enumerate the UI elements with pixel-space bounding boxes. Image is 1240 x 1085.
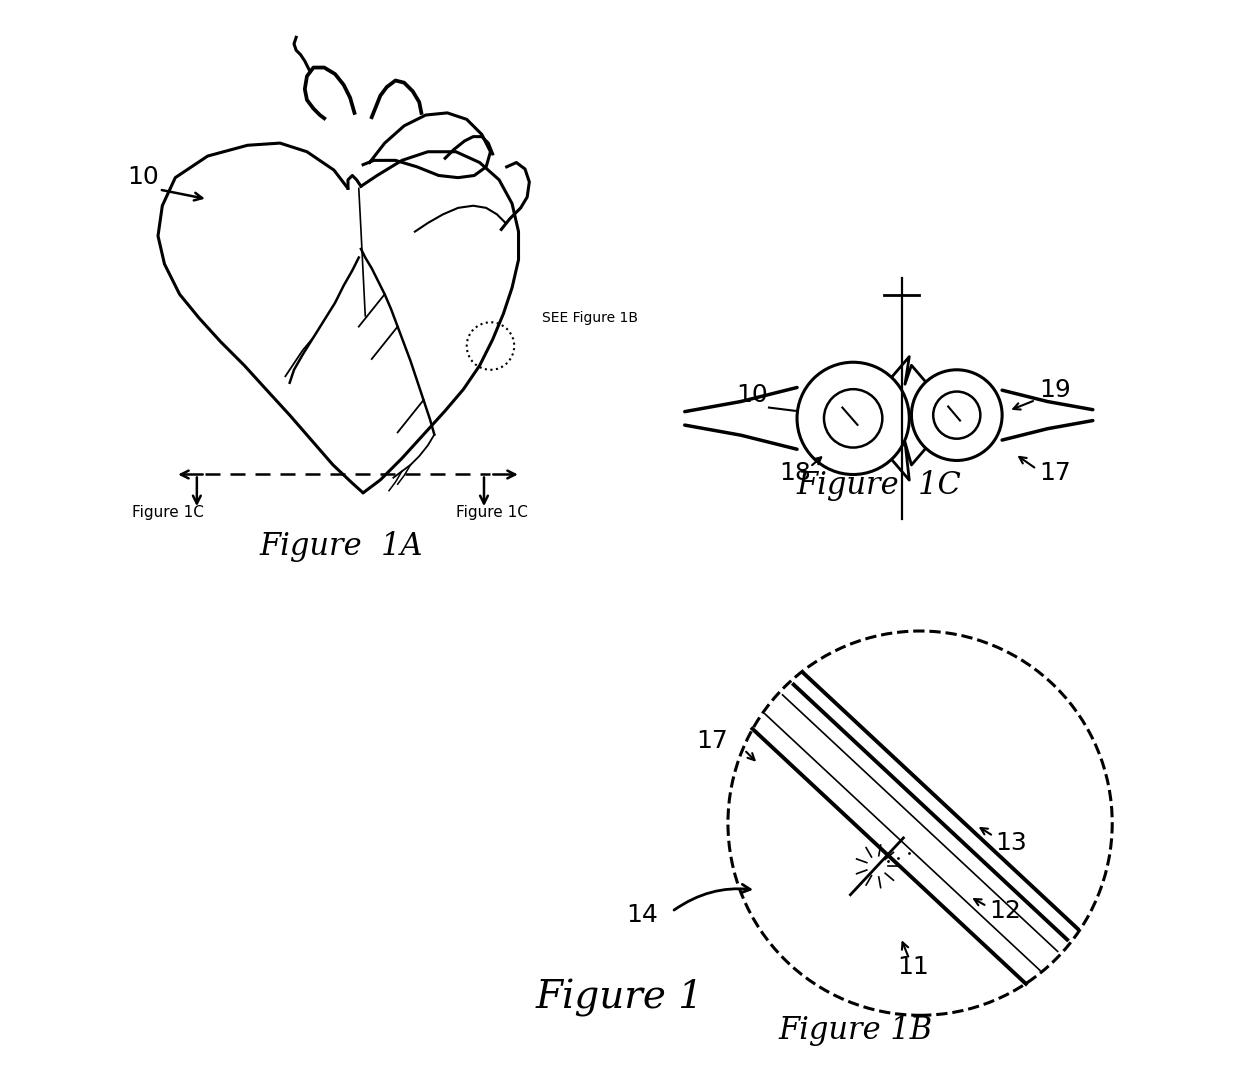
Text: Figure 1C: Figure 1C [133,505,203,520]
Text: 11: 11 [898,955,930,980]
Text: 12: 12 [990,899,1021,923]
Text: 14: 14 [626,904,657,928]
Text: SEE Figure 1B: SEE Figure 1B [542,311,639,326]
Text: 10: 10 [126,165,159,189]
Text: 18: 18 [779,461,811,485]
Text: Figure 1: Figure 1 [536,980,704,1018]
Text: Figure 1C: Figure 1C [456,505,528,520]
Text: Figure  1A: Figure 1A [259,532,423,562]
Text: 13: 13 [996,831,1028,855]
Text: 10: 10 [735,383,768,407]
Text: Figure  1C: Figure 1C [796,470,961,501]
Text: 19: 19 [1039,378,1070,401]
Text: Figure 1B: Figure 1B [779,1016,932,1046]
Text: 17: 17 [1039,461,1070,485]
Text: 17: 17 [696,729,728,753]
